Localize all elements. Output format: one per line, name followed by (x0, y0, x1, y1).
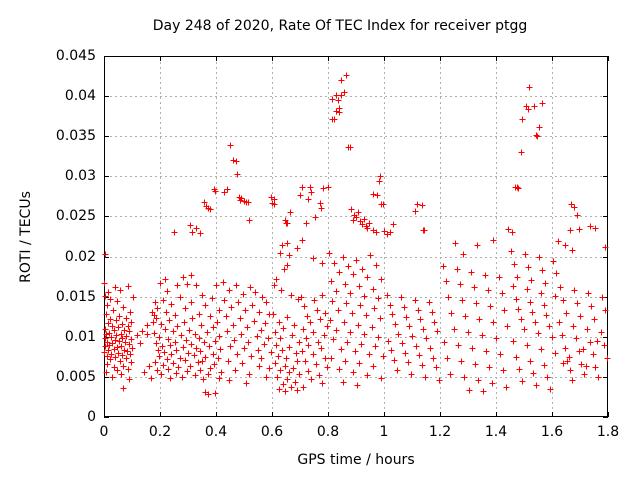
y-tick-label-0.01: 0.01 (64, 328, 96, 345)
y-tick-label-0.005: 0.005 (55, 368, 96, 385)
y-tick-label-0.025: 0.025 (55, 207, 96, 224)
x-tick-label-0.8: 0.8 (316, 424, 340, 440)
y-tick-label-0.03: 0.03 (64, 167, 96, 184)
x-tick-label-0.6: 0.6 (260, 424, 284, 440)
x-axis-label: GPS time / hours (297, 452, 415, 468)
plot-border (104, 56, 608, 417)
y-tick-label-0.035: 0.035 (55, 127, 96, 144)
chart-title: Day 248 of 2020, Rate Of TEC Index for r… (152, 18, 528, 34)
x-tick-label-0: 0 (99, 424, 109, 440)
x-tick-label-1.4: 1.4 (484, 424, 508, 440)
axis-ticks (104, 56, 609, 418)
y-tick-label-0.045: 0.045 (55, 47, 96, 64)
x-tick-label-1: 1 (379, 424, 389, 440)
y-tick-label-0.015: 0.015 (55, 288, 96, 305)
x-tick-label-1.8: 1.8 (596, 424, 620, 440)
x-tick-label-0.2: 0.2 (148, 424, 172, 440)
x-tick-label-1.2: 1.2 (428, 424, 452, 440)
grid-lines (105, 57, 607, 416)
y-axis-label: ROTI / TECUs (18, 191, 34, 283)
data-points (101, 72, 611, 398)
y-tick-label-0: 0 (87, 408, 96, 425)
x-tick-label-0.4: 0.4 (204, 424, 228, 440)
x-tick-label-1.6: 1.6 (540, 424, 564, 440)
y-tick-label-0.04: 0.04 (64, 87, 96, 104)
y-tick-label-0.02: 0.02 (64, 248, 96, 265)
